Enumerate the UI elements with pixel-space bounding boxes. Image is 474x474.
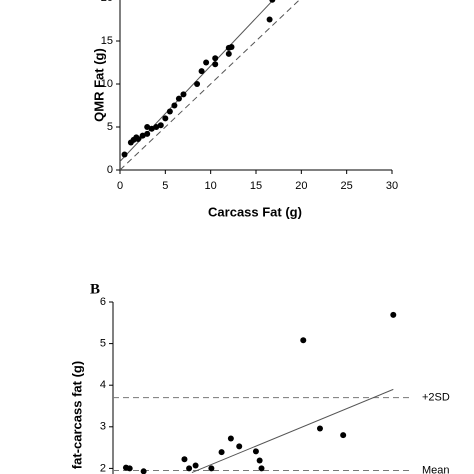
point (186, 465, 193, 472)
point (135, 136, 142, 143)
point (256, 457, 263, 464)
point (162, 115, 169, 122)
point (203, 59, 210, 66)
point (228, 44, 235, 51)
point (227, 435, 234, 442)
point (252, 448, 259, 455)
point (144, 124, 151, 130)
x-axis-label: Carcass Fat (g) (208, 204, 302, 219)
point (157, 122, 164, 129)
y-tick-label: 20 (101, 0, 113, 4)
x-tick-label: 10 (205, 180, 217, 192)
point (258, 465, 265, 472)
point (144, 130, 151, 137)
point (266, 16, 273, 23)
fit-line (191, 388, 394, 474)
point (225, 50, 232, 57)
fit-line (119, 0, 300, 171)
point (180, 91, 187, 98)
x-tick-label: 30 (386, 180, 398, 192)
point (198, 68, 205, 75)
x-tick-label: 20 (295, 180, 307, 192)
x-tick-label: 15 (250, 180, 262, 192)
point (192, 462, 199, 469)
y-tick-label: 10 (101, 78, 113, 90)
point (269, 0, 276, 3)
x-tick-label: 25 (341, 180, 353, 192)
reference-label: Mean (422, 464, 450, 474)
x-tick-label: 5 (162, 180, 168, 192)
point (139, 132, 146, 139)
point (208, 465, 215, 472)
point (212, 55, 219, 62)
point (218, 449, 225, 456)
point (166, 108, 173, 115)
reference-label: +2SD (422, 392, 450, 404)
point (121, 151, 128, 158)
point (181, 456, 188, 463)
y-tick-label: 0 (107, 164, 113, 176)
point (340, 432, 347, 439)
point (175, 95, 182, 102)
point (148, 125, 155, 132)
point (171, 102, 178, 109)
y-tick-label: 15 (101, 35, 113, 47)
point (140, 468, 147, 474)
point (212, 61, 219, 68)
x-tick-label: 0 (117, 180, 123, 192)
point (316, 425, 323, 432)
point (236, 443, 243, 450)
y-axis-label: fat-carcass fat (g) (69, 361, 84, 469)
y-axis-label: QMR Fat (g) (91, 48, 106, 122)
y-tick-label: 6 (100, 296, 106, 308)
panel-label: B (90, 281, 100, 297)
y-tick-label: 4 (100, 379, 106, 391)
y-tick-label: 5 (107, 121, 113, 133)
y-tick-label: 2 (100, 462, 106, 474)
y-tick-label: 5 (100, 338, 106, 350)
point (126, 465, 133, 472)
y-tick-label: 3 (100, 421, 106, 433)
point (300, 337, 307, 344)
point (153, 124, 160, 130)
point (390, 311, 397, 318)
point (194, 81, 201, 87)
